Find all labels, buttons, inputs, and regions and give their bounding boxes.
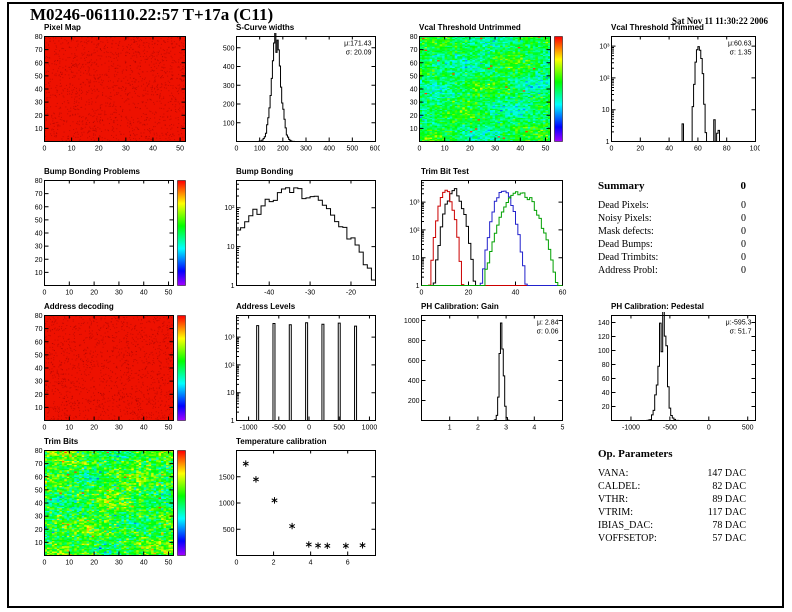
panel-ph-calibration-pedestal: PH Calibration: Pedestal <box>585 302 760 434</box>
temperature-title: Temperature calibration <box>236 437 327 446</box>
param-value: 78 DAC <box>712 520 746 531</box>
bump-bonding-plot <box>210 177 380 299</box>
summary-block: Summary 0 Dead Pixels: 0 Noisy Pixels: 0 M… <box>598 180 746 277</box>
param-value: 82 DAC <box>712 481 746 492</box>
panel-pixel-map: Pixel Map <box>20 23 190 155</box>
ph-pedestal-plot <box>585 312 760 434</box>
summary-row-label: Dead Bumps: <box>598 239 653 250</box>
summary-row: Address Probl: 0 <box>598 264 746 277</box>
summary-row: Noisy Pixels: 0 <box>598 212 746 225</box>
summary-row-value: 0 <box>741 213 746 224</box>
ph-gain-title: PH Calibration: Gain <box>421 302 499 311</box>
param-label: CALDEL: <box>598 481 641 492</box>
param-row: VTRIM: 117 DAC <box>598 506 746 519</box>
scurve-widths-plot <box>210 33 380 155</box>
summary-row-value: 0 <box>741 252 746 263</box>
address-decoding-plot <box>20 312 190 434</box>
summary-row-value: 0 <box>741 200 746 211</box>
param-row: VANA: 147 DAC <box>598 467 746 480</box>
summary-row: Dead Pixels: 0 <box>598 199 746 212</box>
param-row: VTHR: 89 DAC <box>598 493 746 506</box>
summary-row-label: Dead Pixels: <box>598 200 649 211</box>
trim-bits-plot <box>20 447 190 569</box>
panel-scurve-widths: S-Curve widths <box>210 23 380 155</box>
param-row: VOFFSETOP: 57 DAC <box>598 532 746 545</box>
vcal-trimmed-title: Vcal Threshold Trimmed <box>611 23 704 32</box>
panel-vcal-threshold-untrimmed: Vcal Threshold Untrimmed <box>395 23 567 155</box>
page-border <box>7 2 784 608</box>
panel-address-levels: Address Levels <box>210 302 380 434</box>
page-title: M0246-061110.22:57 T+17a (C11) <box>30 5 274 24</box>
summary-row: Dead Bumps: 0 <box>598 238 746 251</box>
address-levels-plot <box>210 312 380 434</box>
trim-bits-title: Trim Bits <box>44 437 79 446</box>
param-value: 117 DAC <box>707 507 746 518</box>
panel-bump-bonding-problems: Bump Bonding Problems <box>20 167 190 299</box>
vcal-trimmed-plot <box>585 33 760 155</box>
panel-vcal-threshold-trimmed: Vcal Threshold Trimmed <box>585 23 760 155</box>
summary-row-label: Noisy Pixels: <box>598 213 652 224</box>
summary-row-label: Address Probl: <box>598 265 658 276</box>
panel-ph-calibration-gain: PH Calibration: Gain <box>395 302 567 434</box>
summary-row: Mask defects: 0 <box>598 225 746 238</box>
summary-total: 0 <box>740 180 747 192</box>
pixel-map-plot <box>20 33 190 155</box>
panel-address-decoding: Address decoding <box>20 302 190 434</box>
param-row: IBIAS_DAC: 78 DAC <box>598 519 746 532</box>
vcal-untrimmed-title: Vcal Threshold Untrimmed <box>419 23 521 32</box>
vcal-untrimmed-plot <box>395 33 567 155</box>
op-parameters-title: Op. Parameters <box>598 448 673 460</box>
param-row: CALDEL: 82 DAC <box>598 480 746 493</box>
panel-trim-bits: Trim Bits <box>20 437 190 569</box>
bump-problems-title: Bump Bonding Problems <box>44 167 140 176</box>
trimbit-test-title: Trim Bit Test <box>421 167 469 176</box>
address-levels-title: Address Levels <box>236 302 296 311</box>
bump-problems-plot <box>20 177 190 299</box>
param-value: 89 DAC <box>712 494 746 505</box>
panel-temperature-calibration: Temperature calibration <box>210 437 380 569</box>
summary-title: Summary <box>598 180 645 192</box>
param-label: IBIAS_DAC: <box>598 520 654 531</box>
summary-header: Summary 0 <box>598 180 746 192</box>
summary-row: Dead Trimbits: 0 <box>598 251 746 264</box>
trimbit-test-plot <box>395 177 567 299</box>
summary-row-value: 0 <box>741 265 746 276</box>
timestamp: Sat Nov 11 11:30:22 2006 <box>671 16 768 26</box>
summary-row-label: Dead Trimbits: <box>598 252 659 263</box>
temperature-plot <box>210 447 380 569</box>
pixel-map-title: Pixel Map <box>44 23 81 32</box>
param-label: VTHR: <box>598 494 628 505</box>
ph-gain-plot <box>395 312 567 434</box>
param-value: 147 DAC <box>707 468 746 479</box>
panel-bump-bonding: Bump Bonding <box>210 167 380 299</box>
panel-trim-bit-test: Trim Bit Test <box>395 167 567 299</box>
summary-row-label: Mask defects: <box>598 226 654 237</box>
ph-pedestal-title: PH Calibration: Pedestal <box>611 302 704 311</box>
bump-bonding-title: Bump Bonding <box>236 167 294 176</box>
param-label: VANA: <box>598 468 629 479</box>
param-label: VTRIM: <box>598 507 633 518</box>
address-decoding-title: Address decoding <box>44 302 114 311</box>
summary-row-value: 0 <box>741 226 746 237</box>
param-label: VOFFSETOP: <box>598 533 657 544</box>
op-parameters-header: Op. Parameters <box>598 448 746 460</box>
param-value: 57 DAC <box>712 533 746 544</box>
summary-row-value: 0 <box>741 239 746 250</box>
op-parameters-block: Op. Parameters VANA: 147 DAC CALDEL: 82 DA… <box>598 448 746 545</box>
scurve-widths-title: S-Curve widths <box>236 23 295 32</box>
